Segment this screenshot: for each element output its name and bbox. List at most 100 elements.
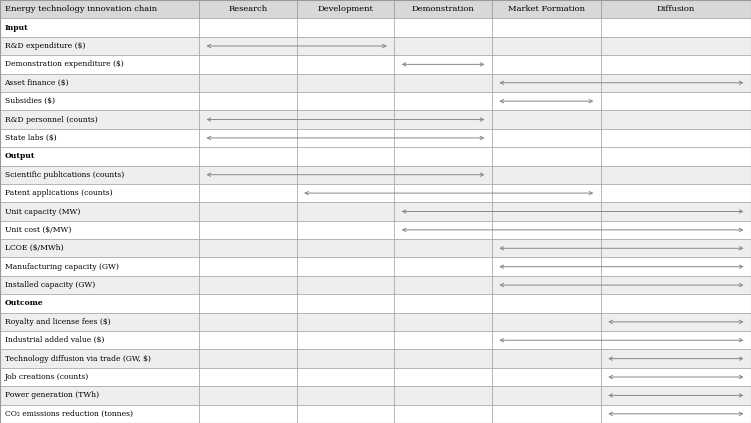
Text: LCOE ($/MWh): LCOE ($/MWh) [5,244,63,252]
Bar [394,165,492,184]
Bar [199,405,297,423]
Text: Demonstration expenditure ($): Demonstration expenditure ($) [5,60,123,69]
Bar [297,165,394,184]
Bar [601,349,751,368]
Bar [297,239,394,258]
Bar [0,92,199,110]
Bar [492,221,601,239]
Bar [394,294,492,313]
Bar [0,258,199,276]
Bar [297,386,394,405]
Bar [492,110,601,129]
Bar [601,239,751,258]
Bar [0,331,199,349]
Text: Unit capacity (MW): Unit capacity (MW) [5,208,80,215]
Bar [199,368,297,386]
Bar [394,331,492,349]
Bar [492,405,601,423]
Bar [0,276,199,294]
Bar [601,147,751,165]
Bar [199,110,297,129]
Bar [0,239,199,258]
Bar [492,349,601,368]
Bar [394,368,492,386]
Text: Demonstration: Demonstration [412,5,475,13]
Bar [492,147,601,165]
Bar [0,313,199,331]
Bar [297,276,394,294]
Bar [492,0,601,18]
Text: Subsidies ($): Subsidies ($) [5,97,55,105]
Bar [492,276,601,294]
Bar [601,221,751,239]
Bar [0,349,199,368]
Bar [394,184,492,202]
Bar [199,165,297,184]
Bar [601,294,751,313]
Text: CO₂ emissions reduction (tonnes): CO₂ emissions reduction (tonnes) [5,410,132,418]
Bar [199,294,297,313]
Text: Unit cost ($/MW): Unit cost ($/MW) [5,226,71,234]
Bar [394,386,492,405]
Bar [601,202,751,221]
Bar [199,386,297,405]
Bar [0,221,199,239]
Bar [0,386,199,405]
Bar [394,129,492,147]
Bar [492,386,601,405]
Text: State labs ($): State labs ($) [5,134,56,142]
Bar [394,405,492,423]
Bar [492,331,601,349]
Bar [297,18,394,37]
Text: Development: Development [318,5,373,13]
Bar [601,129,751,147]
Bar [492,18,601,37]
Bar [297,258,394,276]
Bar [492,184,601,202]
Text: Diffusion: Diffusion [657,5,695,13]
Bar [199,18,297,37]
Bar [0,202,199,221]
Bar [492,294,601,313]
Bar [601,55,751,74]
Bar [0,0,199,18]
Text: Energy technology innovation chain: Energy technology innovation chain [5,5,157,13]
Bar [394,349,492,368]
Bar [297,110,394,129]
Text: R&D expenditure ($): R&D expenditure ($) [5,42,85,50]
Bar [601,276,751,294]
Bar [297,331,394,349]
Bar [394,313,492,331]
Bar [199,37,297,55]
Bar [0,110,199,129]
Text: Installed capacity (GW): Installed capacity (GW) [5,281,95,289]
Bar [0,147,199,165]
Bar [492,368,601,386]
Bar [394,92,492,110]
Bar [394,258,492,276]
Text: Research: Research [228,5,267,13]
Bar [0,55,199,74]
Bar [394,221,492,239]
Bar [394,147,492,165]
Text: Royalty and license fees ($): Royalty and license fees ($) [5,318,110,326]
Bar [199,92,297,110]
Bar [297,294,394,313]
Bar [394,18,492,37]
Text: Input: Input [5,24,29,32]
Bar [601,18,751,37]
Bar [492,129,601,147]
Bar [199,55,297,74]
Bar [601,165,751,184]
Bar [394,202,492,221]
Bar [492,74,601,92]
Bar [601,74,751,92]
Bar [199,147,297,165]
Bar [297,313,394,331]
Bar [492,92,601,110]
Bar [199,239,297,258]
Text: Power generation (TWh): Power generation (TWh) [5,391,98,399]
Bar [601,92,751,110]
Bar [199,202,297,221]
Bar [199,331,297,349]
